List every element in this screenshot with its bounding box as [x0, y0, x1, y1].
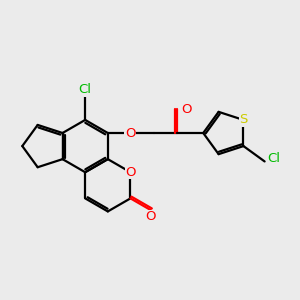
Text: Cl: Cl: [79, 83, 92, 96]
Text: Cl: Cl: [267, 152, 280, 165]
Text: O: O: [125, 127, 135, 140]
Text: S: S: [239, 113, 248, 126]
Text: O: O: [181, 103, 191, 116]
Text: O: O: [146, 210, 156, 223]
Text: O: O: [125, 166, 136, 179]
